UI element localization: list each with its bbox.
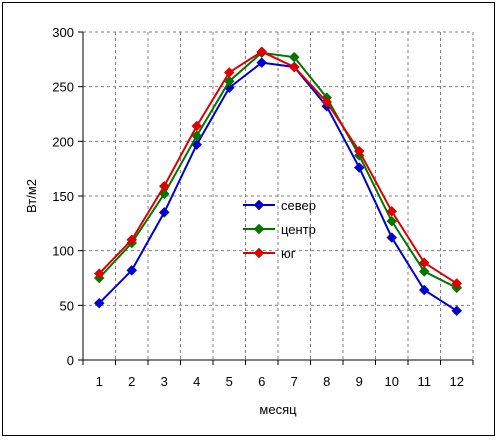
x-tick-label: 1 [96,374,103,389]
x-tick-label: 3 [161,374,168,389]
x-tick-label: 9 [356,374,363,389]
x-axis-label: месяц [259,402,297,417]
data-point [158,180,170,192]
data-point [386,232,398,243]
y-tick-label: 250 [52,80,74,95]
legend-item: центр [243,222,316,237]
data-point [126,264,138,276]
x-tick-label: 2 [128,374,135,389]
x-tick-label: 12 [450,374,464,389]
data-point [93,297,105,309]
legend-item: юг [243,246,296,261]
series-line [98,51,458,289]
data-point [353,162,365,173]
x-tick-label: 6 [258,374,265,389]
legend-marker [253,199,265,211]
chart-frame [2,2,495,436]
data-point [93,268,105,279]
data-point [321,96,333,108]
data-point [451,278,463,289]
axes [78,31,474,365]
legend-marker [253,223,265,235]
data-point [256,57,268,68]
legend: север центр юг [243,198,316,261]
series-line [98,61,458,312]
legend-label: север [281,198,316,213]
y-tick-label: 0 [67,353,74,368]
x-tick-label: 5 [226,374,233,389]
series-юг [93,46,463,289]
y-tick-label: 200 [52,134,74,149]
y-axis-label: Вт/м2 [24,179,39,213]
data-point [451,305,463,317]
x-tick-label: 7 [291,374,298,389]
series-line [98,50,458,285]
x-tick-label: 4 [193,374,200,389]
data-point [386,215,398,227]
data-point [158,207,170,218]
data-point [418,257,430,269]
data-point [126,234,138,246]
data-point [256,46,268,58]
data-point [418,266,430,277]
data-point [223,67,235,78]
legend-label: центр [281,222,316,237]
data-point [288,61,300,73]
x-tick-label: 8 [323,374,330,389]
data-point [353,145,365,157]
y-tick-label: 100 [52,244,74,259]
grid [83,31,474,360]
data-point [191,120,203,132]
legend-label: юг [281,246,296,261]
y-tick-label: 150 [52,189,74,204]
series-layer [93,46,463,317]
x-tick-labels: 1 2 3 4 5 6 7 8 9 10 11 12 [96,374,464,389]
y-tick-labels: 0 50 100 150 200 250 300 [52,25,74,368]
legend-marker [253,247,265,259]
y-tick-label: 300 [52,25,74,40]
x-tick-label: 10 [385,374,399,389]
data-point [418,284,430,296]
data-point [386,205,398,217]
series-север [93,57,463,317]
x-tick-label: 11 [418,374,432,389]
y-tick-label: 50 [60,298,74,313]
legend-item: север [243,198,316,213]
